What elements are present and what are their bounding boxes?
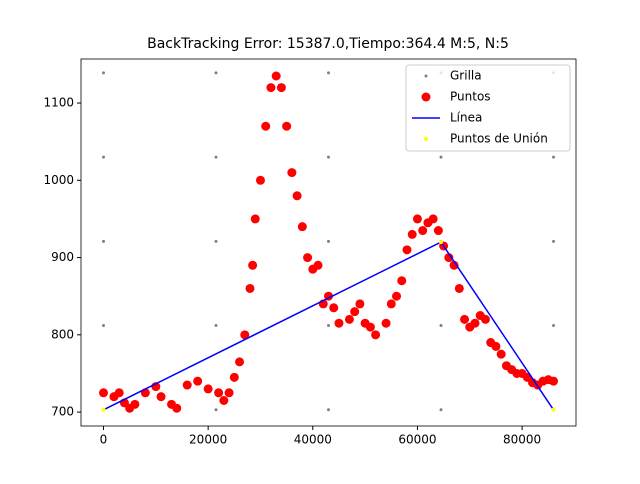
- point: [552, 324, 555, 328]
- plot-frame: [80, 58, 577, 427]
- point: [214, 388, 224, 398]
- legend-label: Puntos de Unión: [450, 132, 548, 146]
- point: [250, 214, 260, 224]
- point: [276, 83, 286, 93]
- point: [261, 121, 271, 131]
- point: [439, 155, 443, 159]
- point: [496, 349, 506, 359]
- point: [433, 226, 443, 236]
- y-tick-label: 1100: [43, 96, 74, 110]
- y-tick-label: 700: [51, 405, 74, 419]
- point: [439, 408, 443, 412]
- point: [214, 239, 218, 243]
- point: [552, 155, 555, 159]
- legend-label: Grilla: [450, 69, 482, 83]
- point: [282, 121, 292, 131]
- y-tick-label: 800: [51, 327, 74, 341]
- point: [214, 71, 218, 75]
- point: [313, 260, 323, 270]
- point: [102, 71, 105, 75]
- point: [224, 388, 234, 398]
- point: [240, 330, 250, 340]
- x-tick-label: 40000: [294, 433, 332, 447]
- legend-marker: [424, 74, 428, 78]
- point: [386, 299, 396, 309]
- point: [203, 384, 213, 394]
- point: [460, 314, 470, 324]
- chart-title: BackTracking Error: 15387.0,Tiempo:364.4…: [147, 36, 509, 52]
- point: [255, 175, 265, 185]
- point: [439, 324, 443, 328]
- point: [551, 407, 556, 412]
- point: [449, 260, 459, 270]
- point: [365, 322, 375, 332]
- point: [334, 318, 344, 328]
- point: [392, 291, 402, 301]
- legend-label: Puntos: [450, 90, 491, 104]
- point: [193, 376, 203, 386]
- point: [327, 71, 330, 75]
- legend-marker: [424, 137, 428, 141]
- point: [402, 245, 412, 255]
- point: [99, 388, 108, 398]
- point: [292, 191, 302, 201]
- point: [407, 229, 417, 239]
- point: [480, 314, 490, 324]
- point: [214, 324, 218, 328]
- y-tick-label: 900: [51, 250, 74, 264]
- point: [102, 324, 105, 328]
- point: [248, 260, 258, 270]
- point: [327, 408, 330, 412]
- point: [549, 376, 558, 386]
- y-tick-label: 1000: [43, 173, 74, 187]
- point: [297, 222, 307, 232]
- point: [371, 330, 381, 340]
- point: [271, 71, 281, 81]
- point: [214, 155, 218, 159]
- point: [327, 324, 330, 328]
- point: [355, 299, 365, 309]
- point: [182, 380, 192, 390]
- x-tick-label: 80000: [503, 433, 541, 447]
- point: [418, 226, 428, 236]
- point: [397, 276, 407, 286]
- x-tick-label: 0: [100, 433, 108, 447]
- point: [381, 318, 391, 328]
- point: [130, 399, 140, 409]
- point: [229, 372, 239, 382]
- point: [114, 388, 124, 398]
- point: [156, 392, 166, 402]
- point: [287, 168, 297, 178]
- point: [303, 253, 313, 263]
- point: [327, 239, 330, 243]
- point: [329, 303, 339, 313]
- point: [454, 283, 464, 293]
- point: [245, 283, 255, 293]
- point: [439, 240, 443, 245]
- point: [101, 407, 106, 412]
- point: [214, 408, 218, 412]
- legend-box: [405, 64, 571, 152]
- point: [412, 214, 422, 224]
- point: [235, 357, 245, 367]
- point: [491, 341, 501, 351]
- point: [219, 396, 229, 406]
- x-tick-label: 20000: [189, 433, 227, 447]
- point: [444, 253, 454, 263]
- point: [327, 155, 330, 159]
- point: [102, 239, 105, 243]
- point: [266, 83, 276, 93]
- point: [102, 155, 105, 159]
- legend-label: Línea: [450, 111, 482, 125]
- point: [350, 307, 360, 317]
- x-tick-label: 60000: [398, 433, 436, 447]
- point: [344, 314, 354, 324]
- point: [552, 239, 555, 243]
- point: [470, 318, 480, 328]
- legend-marker: [421, 92, 431, 102]
- point: [172, 403, 182, 413]
- point: [428, 214, 438, 224]
